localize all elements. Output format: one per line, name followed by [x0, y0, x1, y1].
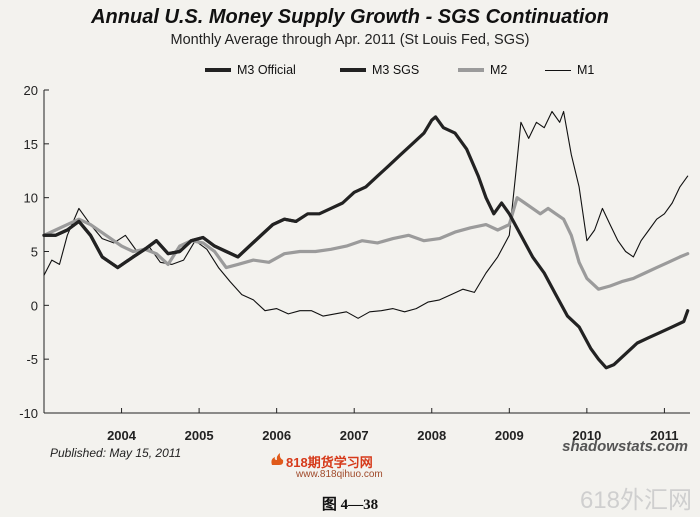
watermark: 618外汇网 [579, 487, 692, 514]
x-tick-label: 2004 [107, 428, 137, 443]
legend-item-m2: M2 [458, 62, 507, 78]
legend-item-m3-official: M3 Official [205, 62, 296, 78]
series-line-m3-official [42, 217, 298, 270]
chart-subtitle: Monthly Average through Apr. 2011 (St Lo… [170, 32, 530, 48]
logo-text: 818期货学习网 [286, 455, 373, 470]
legend-item-m3-sgs: M3 SGS [340, 62, 419, 78]
legend-label-m2: M2 [490, 63, 508, 77]
x-tick-label: 2010 [572, 428, 601, 443]
legend-swatch-m2 [458, 68, 484, 72]
legend-label-m1: M1 [577, 63, 595, 77]
legend-label-m3-official: M3 Official [237, 63, 296, 77]
y-tick-label: -5 [26, 352, 38, 367]
x-tick-label: 2005 [185, 428, 214, 443]
x-tick-label: 2007 [340, 428, 369, 443]
figure-caption: 图 4—38 [321, 497, 379, 513]
x-tick-label: 2008 [417, 428, 446, 443]
logo-url: www.818qihuo.com [296, 469, 383, 480]
y-tick-label: 0 [31, 298, 38, 313]
series-line-m1 [43, 110, 689, 319]
source-credit: shadowstats.com [562, 438, 688, 455]
legend-label-m3-sgs: M3 SGS [372, 63, 420, 77]
flame-logo-icon [271, 453, 284, 465]
legend-swatch-m3-official [205, 68, 231, 72]
series-line-m2 [42, 196, 690, 291]
y-tick-label: 10 [24, 191, 38, 206]
published-date: Published: May 15, 2011 [50, 446, 182, 460]
y-tick-label: -10 [19, 406, 38, 421]
legend-swatch-m1 [545, 69, 571, 71]
x-tick-label: 2006 [262, 428, 291, 443]
legend-swatch-m3-sgs [340, 68, 366, 72]
x-tick-label: 2009 [495, 428, 524, 443]
legend-item-m1: M1 [545, 62, 594, 78]
y-tick-label: 5 [31, 245, 38, 260]
chart-title: Annual U.S. Money Supply Growth - SGS Co… [91, 6, 609, 28]
y-tick-label: 15 [24, 137, 38, 152]
x-tick-label: 2011 [650, 428, 678, 443]
y-tick-label: 20 [24, 83, 38, 98]
